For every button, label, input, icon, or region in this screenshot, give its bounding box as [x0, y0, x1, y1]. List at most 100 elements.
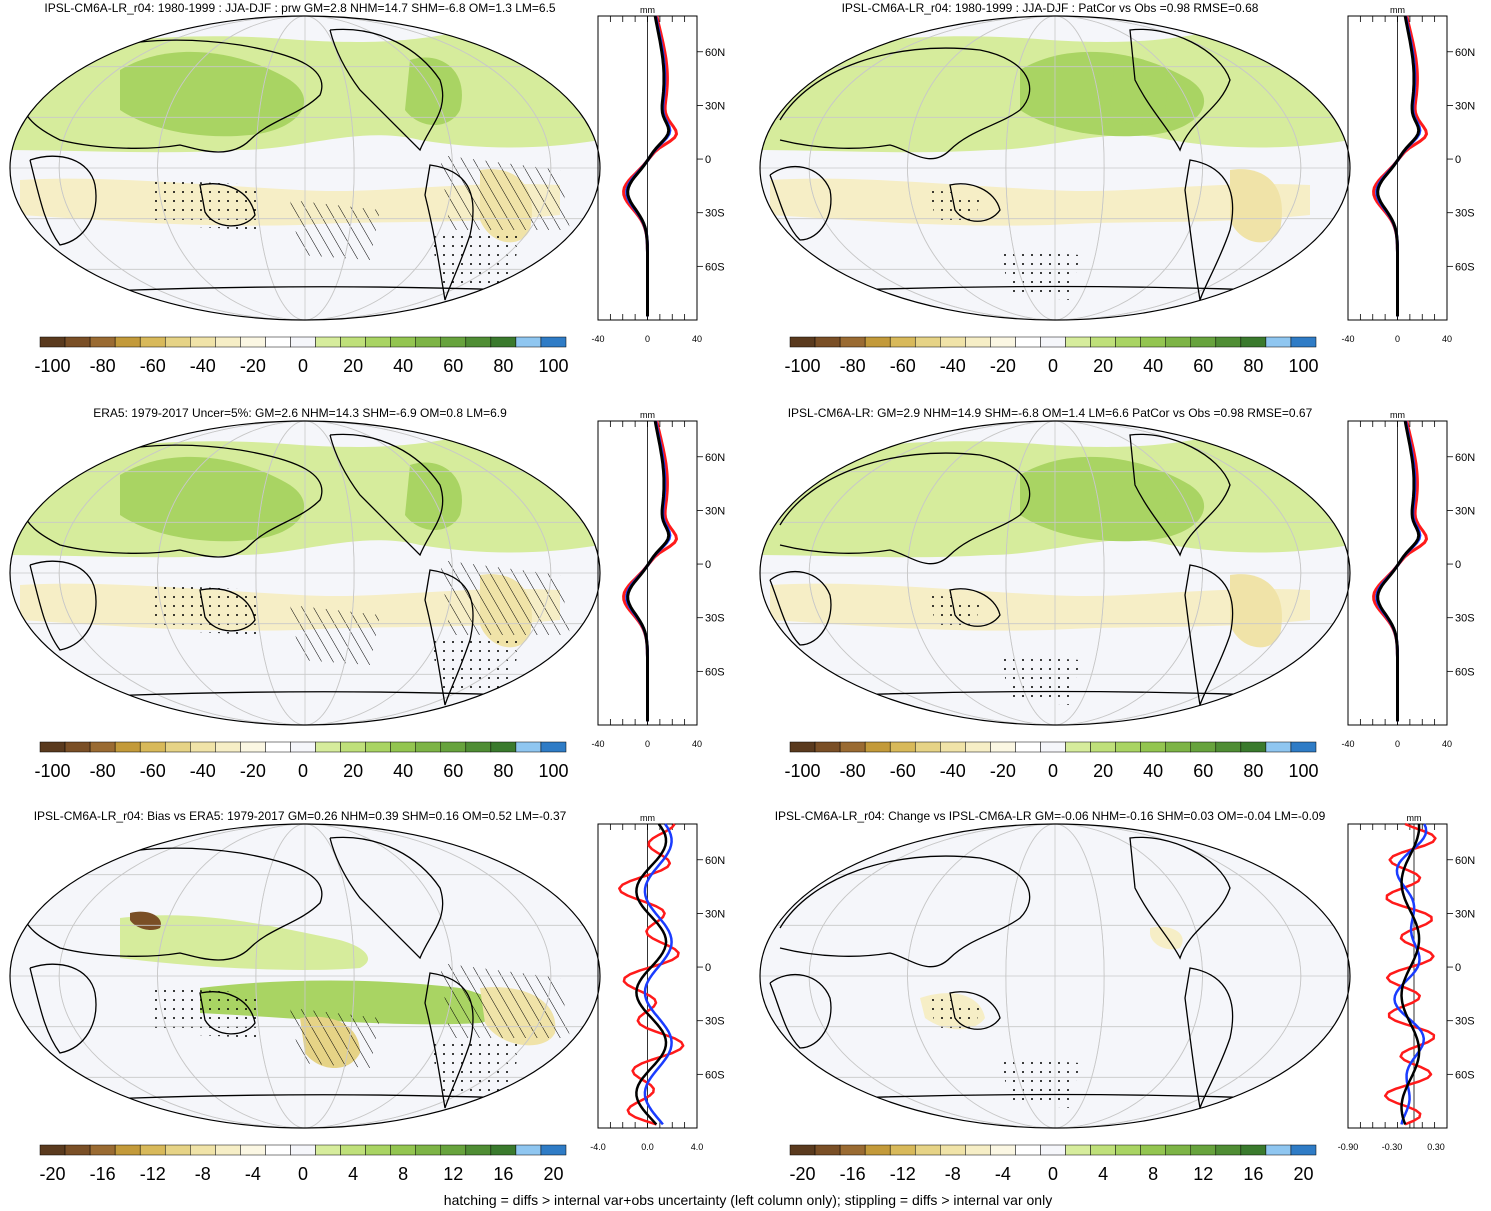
colorbar-label: -16: [90, 1164, 116, 1184]
profile-x-tick: 0: [645, 334, 650, 344]
profile-lat-label: 30S: [1455, 613, 1475, 625]
colorbar-label: 4: [1098, 1164, 1108, 1184]
colorbar-swatch: [315, 336, 341, 348]
graticule: [760, 16, 1350, 320]
colorbar-swatch: [1290, 1144, 1317, 1156]
colorbar-swatch: [114, 336, 141, 348]
colorbar-swatch: [1015, 741, 1041, 753]
colorbar-swatch: [114, 1144, 141, 1156]
colorbar-swatch: [365, 741, 391, 753]
colorbar-label: 60: [1193, 761, 1213, 781]
colorbar-label: 100: [538, 761, 568, 781]
colorbar-label: 40: [393, 356, 413, 376]
colorbar-swatch: [965, 336, 991, 348]
colorbar-swatch: [315, 1144, 341, 1156]
profile-black-line: [1376, 15, 1421, 317]
profile-x-tick: 4.0: [691, 1142, 704, 1152]
profile-lat-label: 60N: [1455, 855, 1475, 867]
zonal-mean-profile: mm -4.0 0.0 4.0 60N 30N 0 30S 60S: [590, 813, 725, 1152]
colorbar-label: -60: [890, 761, 916, 781]
colorbar-swatch: [1090, 741, 1116, 753]
colorbar-swatch: [990, 1144, 1016, 1156]
colorbar-label: -80: [90, 761, 116, 781]
map-border: [759, 15, 1351, 321]
profile-red-line: [622, 420, 678, 722]
zonal-mean-profile: mm -40 0 40 60N 30N 0 30S 60S: [1341, 5, 1475, 344]
colorbar-label: 12: [443, 1164, 463, 1184]
colorbar-swatch: [265, 741, 291, 753]
colorbar-swatch: [1215, 1144, 1242, 1156]
colorbar-swatch: [789, 336, 816, 348]
colorbar-swatch: [415, 741, 442, 753]
colorbar-label: -20: [240, 761, 266, 781]
world-map: [759, 15, 1351, 321]
colorbar-swatch: [940, 336, 966, 348]
colorbar-swatch: [365, 1144, 391, 1156]
profile-lat-label: 30N: [705, 908, 725, 920]
colorbar-label: 100: [538, 356, 568, 376]
colorbar-swatch: [1165, 741, 1192, 753]
colorbar-swatch: [1240, 1144, 1267, 1156]
colorbar-swatch: [265, 336, 291, 348]
stippling-region: [430, 1038, 520, 1098]
colorbar-swatch: [990, 741, 1016, 753]
colorbar-label: -40: [940, 356, 966, 376]
profile-x-tick: 40: [692, 334, 702, 344]
colorbar-swatch: [1165, 336, 1192, 348]
colorbar-label: -8: [945, 1164, 961, 1184]
profile-unit: mm: [640, 410, 655, 420]
profile-x-tick: -40: [1341, 739, 1354, 749]
colorbar-swatch: [839, 741, 866, 753]
profile-lat-label: 60N: [705, 47, 725, 59]
colorbar-label: -40: [190, 356, 216, 376]
colorbar-label: -80: [840, 761, 866, 781]
profile-lat-label: 30N: [705, 505, 725, 517]
colorbar-swatch: [540, 741, 567, 753]
colorbar-label: -20: [790, 1164, 816, 1184]
colorbar-swatch: [340, 336, 366, 348]
colorbar-swatch: [164, 741, 191, 753]
colorbar-swatch: [940, 1144, 966, 1156]
colorbar-label: 40: [1143, 356, 1163, 376]
colorbar-swatch: [515, 741, 542, 753]
colorbar-swatch: [490, 336, 517, 348]
colorbar-swatch: [265, 1144, 291, 1156]
profile-x-tick: -40: [591, 739, 604, 749]
colorbar-label: 80: [1243, 356, 1263, 376]
bias-positive: [120, 915, 369, 970]
colorbar-swatch: [440, 1144, 467, 1156]
colorbar-swatch: [164, 336, 191, 348]
colorbar-label: 20: [343, 356, 363, 376]
hatching-region: [290, 605, 380, 665]
sh-dry-band: [770, 583, 1310, 631]
colorbar-label: -100: [785, 761, 821, 781]
colorbar-swatch: [965, 1144, 991, 1156]
colorbar-swatch: [390, 741, 416, 753]
colorbar-swatch: [240, 741, 266, 753]
stippling-region: [150, 180, 260, 230]
colorbar-swatch: [864, 741, 891, 753]
profile-lat-label: 30S: [1455, 208, 1475, 220]
colorbar-label: 16: [1243, 1164, 1263, 1184]
colorbar-label: -8: [195, 1164, 211, 1184]
profile-black-line: [626, 420, 671, 722]
colorbar-swatch: [814, 1144, 841, 1156]
colorbar-swatch: [440, 741, 467, 753]
profile-lat-label: 30N: [705, 100, 725, 112]
zonal-mean-profile: mm -40 0 40 60N 30N 0 30S 60S: [591, 5, 725, 344]
zonal-mean-profile: mm -40 0 40 60N 30N 0 30S 60S: [591, 410, 725, 749]
profile-blue-line: [1393, 823, 1428, 1125]
profile-lat-label: 60S: [1455, 666, 1475, 678]
colorbar-label: 12: [1193, 1164, 1213, 1184]
change-negative-2: [1150, 926, 1183, 950]
panel-title: IPSL-CM6A-LR: GM=2.9 NHM=14.9 SHM=-6.8 O…: [788, 406, 1313, 420]
profile-x-tick: 40: [1442, 334, 1452, 344]
profile-blue-line: [643, 823, 673, 1126]
profile-x-tick: -0.90: [1338, 1142, 1359, 1152]
colorbar-swatch: [490, 741, 517, 753]
colorbar-swatch: [390, 336, 416, 348]
colorbar-label: -20: [990, 356, 1016, 376]
profile-red-line: [1372, 15, 1428, 317]
colorbar-label: 100: [1288, 356, 1318, 376]
colorbar-swatch: [914, 336, 941, 348]
